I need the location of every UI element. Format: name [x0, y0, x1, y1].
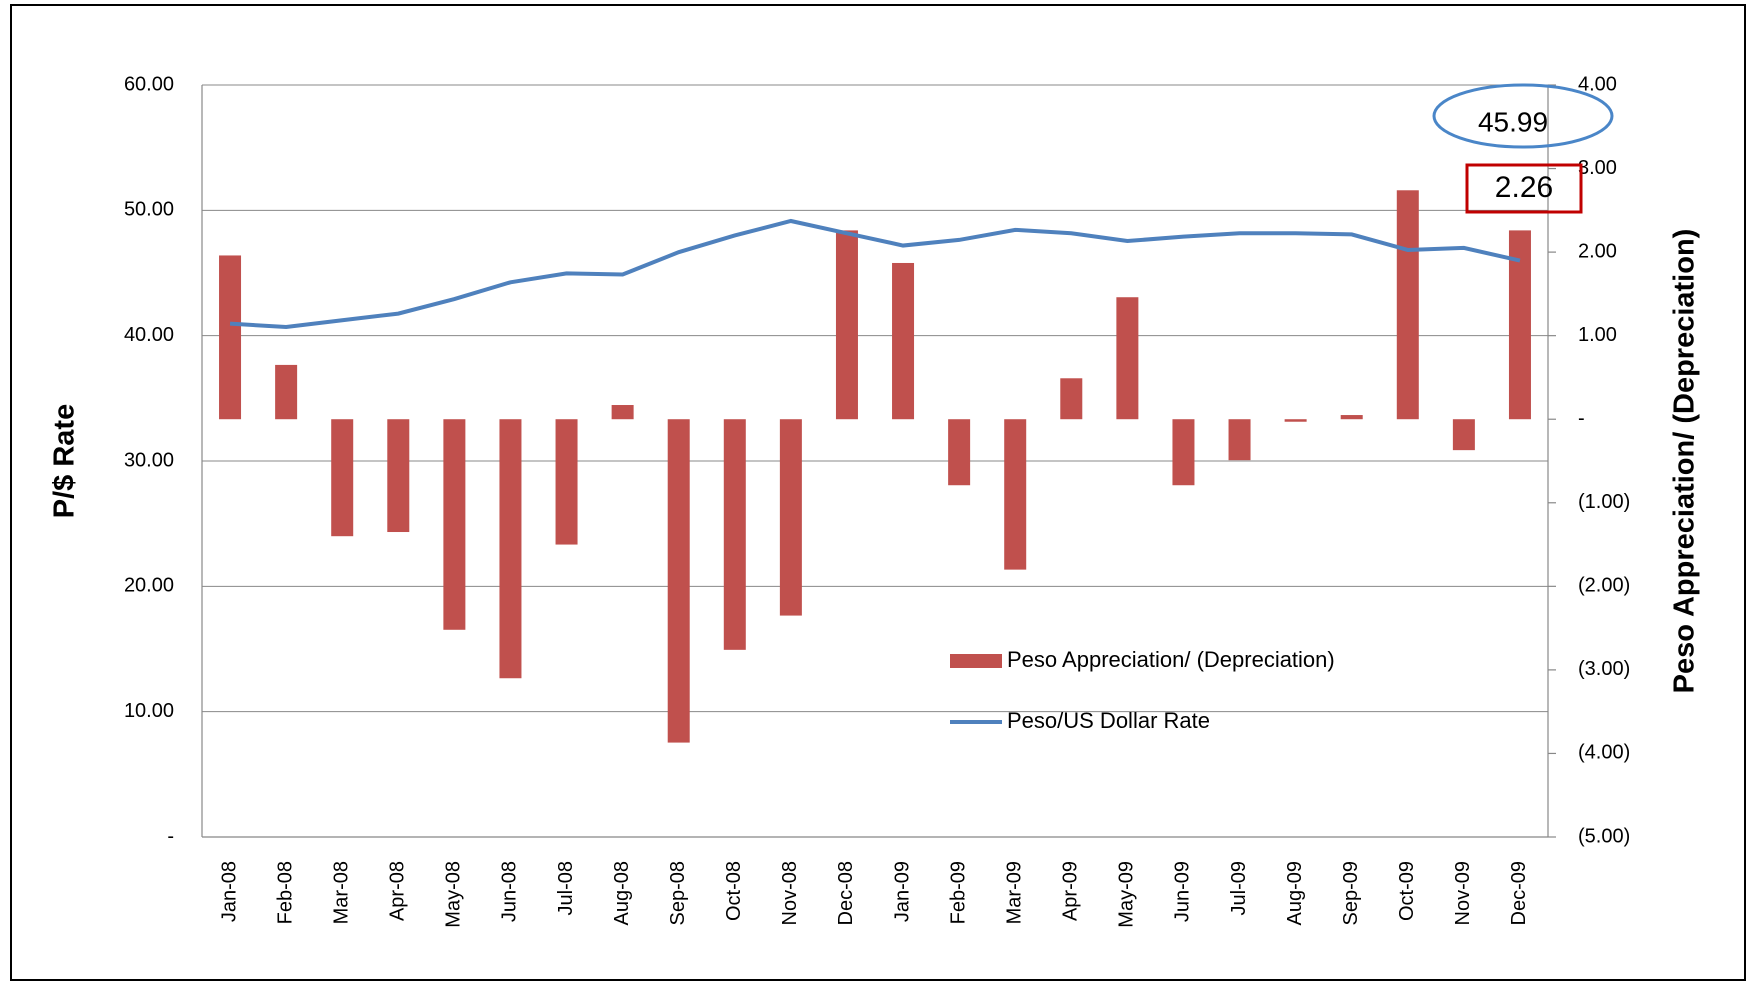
x-tick-label: Oct-08 [723, 861, 745, 921]
x-tick-label: Nov-08 [779, 861, 801, 925]
bar [275, 364, 298, 420]
bar [835, 230, 858, 420]
y2-tick-label: (2.00) [1578, 575, 1630, 597]
x-tick-label: Feb-09 [947, 861, 969, 924]
bar [1116, 297, 1139, 420]
bar [723, 419, 746, 650]
bar [1452, 419, 1475, 451]
legend-label: Peso Appreciation/ (Depreciation) [1007, 647, 1335, 672]
x-tick-label: Jan-08 [218, 861, 240, 922]
bar [499, 419, 522, 679]
y2-tick-label: 4.00 [1578, 73, 1617, 95]
bar [555, 419, 578, 545]
x-tick-label: Apr-08 [387, 861, 409, 921]
legend-swatch [950, 654, 1002, 668]
x-tick-label: Aug-09 [1284, 861, 1306, 926]
bar [892, 262, 915, 420]
bar [1060, 378, 1083, 420]
y-tick-label: 40.00 [124, 324, 174, 346]
bar [779, 419, 802, 616]
bar [948, 419, 971, 486]
annotation-box [1465, 163, 1583, 214]
x-tick-label: Dec-08 [835, 861, 857, 925]
x-tick-label: Mar-09 [1003, 861, 1025, 924]
x-tick-label: May-08 [443, 861, 465, 928]
y2-tick-label: (3.00) [1578, 658, 1630, 680]
y-tick-label: 20.00 [124, 575, 174, 597]
y-tick-label: 60.00 [124, 73, 174, 95]
annotation: 2.26 [1495, 171, 1553, 204]
y-tick-label: 50.00 [124, 199, 174, 221]
y-tick-label: 10.00 [124, 700, 174, 722]
y2-tick-label: 1.00 [1578, 324, 1617, 346]
bar [1004, 419, 1027, 570]
bar [1228, 419, 1251, 461]
bar [331, 419, 354, 537]
x-tick-label: Jun-08 [499, 861, 521, 922]
bar [1508, 230, 1531, 420]
x-tick-label: Oct-09 [1396, 861, 1418, 921]
x-tick-label: Jun-09 [1172, 861, 1194, 922]
x-tick-label: Feb-08 [274, 861, 296, 924]
bar [1340, 415, 1363, 420]
y2-tick-label: 3.00 [1578, 157, 1617, 179]
bar [667, 419, 690, 743]
frame [10, 4, 1746, 981]
annotation: 45.99 [1478, 106, 1548, 137]
x-tick-label: Sep-09 [1340, 861, 1362, 926]
bar [1396, 190, 1419, 420]
bar [387, 419, 410, 533]
y2-tick-label: (5.00) [1578, 825, 1630, 847]
y2-axis-title: Peso Appreciation/ (Depreciation) [1669, 229, 1701, 694]
x-tick-label: Sep-08 [667, 861, 689, 926]
x-tick-label: May-09 [1116, 861, 1138, 928]
x-tick-label: Mar-08 [330, 861, 352, 924]
bar [1172, 419, 1195, 486]
line [229, 218, 1521, 330]
y-tick-label: - [167, 825, 174, 847]
annotation-ellipse [1432, 83, 1614, 149]
x-tick-label: Jul-09 [1228, 861, 1250, 915]
x-tick-label: Aug-08 [611, 861, 633, 926]
x-tick-label: Jul-08 [555, 861, 577, 915]
bar [443, 419, 466, 630]
x-tick-label: Nov-09 [1452, 861, 1474, 925]
legend-label: Peso/US Dollar Rate [1007, 708, 1210, 733]
y-tick-label: 30.00 [124, 449, 174, 471]
bar [1284, 419, 1307, 422]
y2-tick-label: (4.00) [1578, 742, 1630, 764]
bar [219, 255, 242, 420]
bar [611, 405, 634, 420]
y2-tick-label: - [1578, 408, 1585, 430]
y2-tick-label: (1.00) [1578, 491, 1630, 513]
x-tick-label: Dec-09 [1508, 861, 1530, 925]
x-tick-label: Apr-09 [1060, 861, 1082, 921]
y2-tick-label: 2.00 [1578, 240, 1617, 262]
y-axis-title: P/$ Rate [49, 404, 81, 518]
x-tick-label: Jan-09 [891, 861, 913, 922]
